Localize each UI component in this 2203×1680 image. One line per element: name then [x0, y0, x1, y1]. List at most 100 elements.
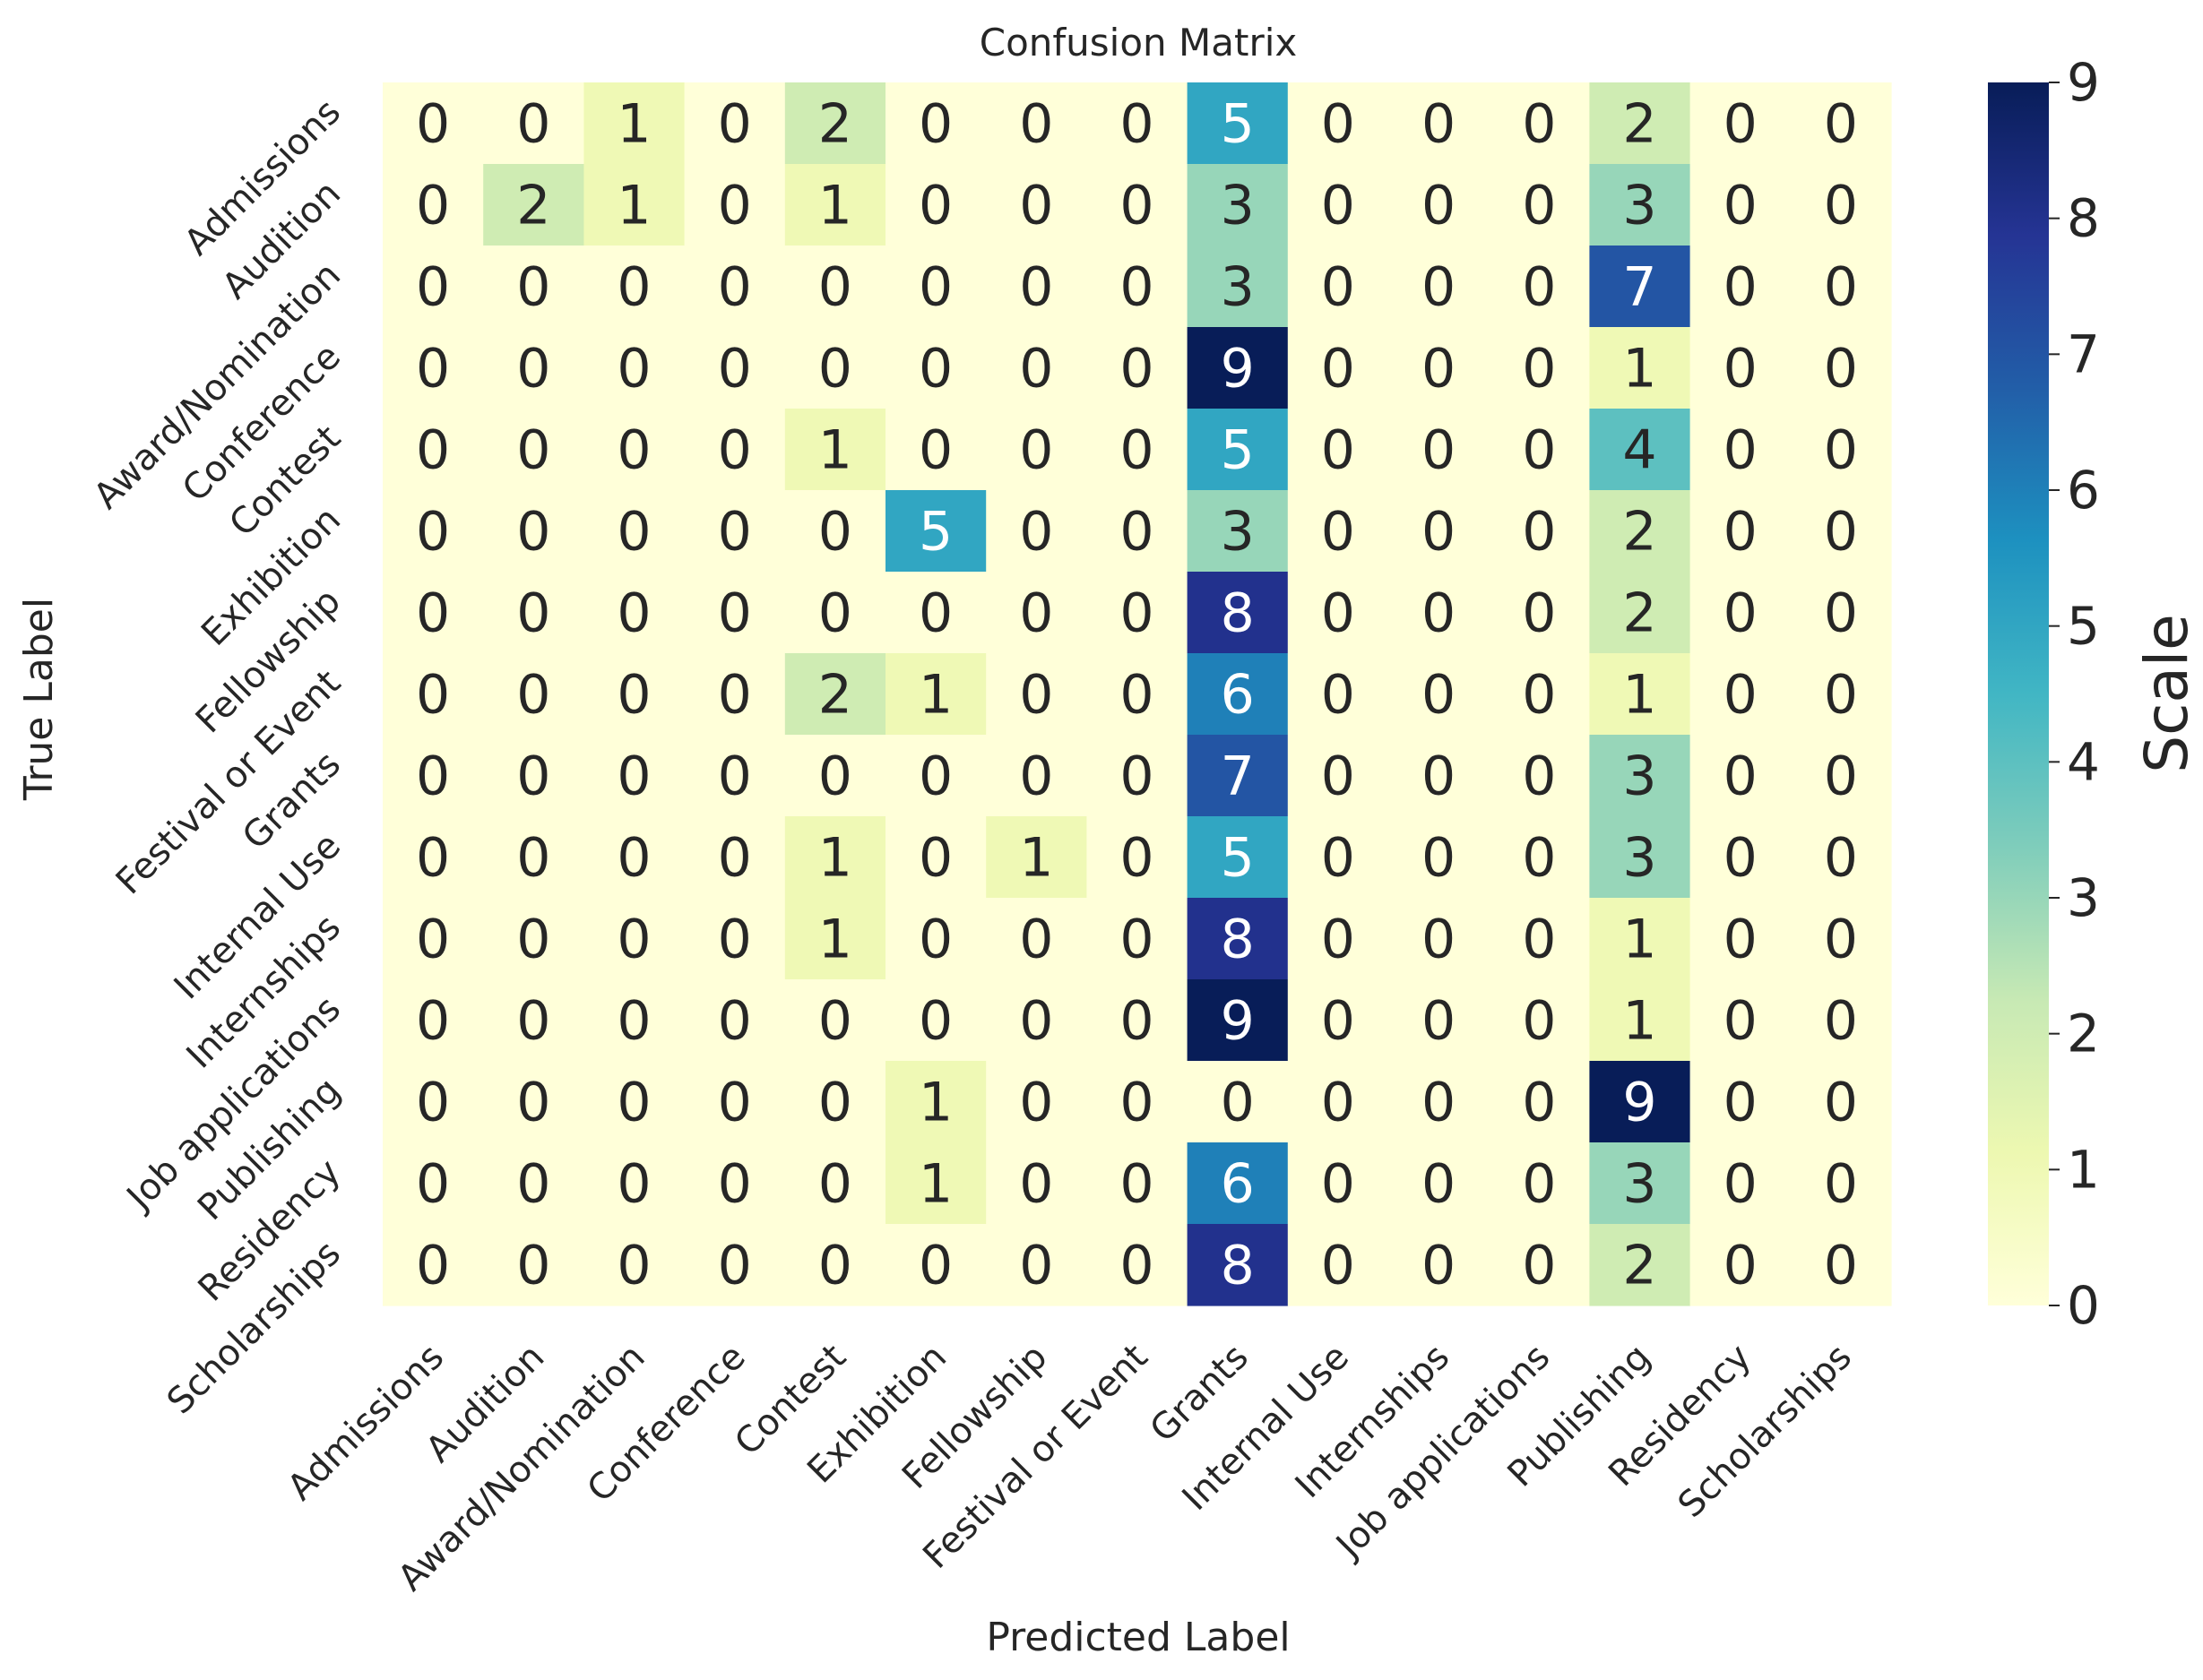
heatmap-cell [1187, 572, 1289, 654]
heatmap-cell [1790, 653, 1892, 736]
cell-value-label: 2 [818, 93, 852, 156]
heatmap-cell [1589, 898, 1691, 980]
cell-value-label: 0 [718, 1072, 752, 1134]
heatmap-cell [1790, 816, 1892, 899]
cell-value-label: 1 [617, 175, 651, 237]
cell-value-label: 3 [1622, 1153, 1656, 1216]
cell-value-label: 0 [1019, 175, 1053, 237]
cell-value-label: 0 [1824, 1235, 1858, 1297]
heatmap-cell [383, 82, 484, 165]
heatmap-cell [1086, 246, 1188, 328]
cell-value-label: 0 [617, 1235, 651, 1297]
cell-value-label: 0 [1119, 582, 1153, 645]
heatmap-cell [1388, 898, 1490, 980]
heatmap-cell [784, 327, 886, 409]
cell-value-label: 0 [416, 909, 450, 971]
cell-value-label: 0 [1321, 93, 1355, 156]
heatmap-cell [886, 1061, 987, 1143]
heatmap-cell [1589, 409, 1691, 491]
cell-value-label: 0 [1119, 338, 1153, 401]
cell-value-label: 0 [919, 93, 953, 156]
colorbar-tick-label: 9 [2067, 52, 2100, 113]
cell-value-label: 0 [1019, 256, 1053, 319]
heatmap-cell [784, 653, 886, 736]
cell-value-label: 0 [617, 338, 651, 401]
heatmap-cell [1287, 327, 1389, 409]
cell-value-label: 0 [919, 175, 953, 237]
cell-value-label: 0 [617, 745, 651, 808]
cell-value-label: 0 [1421, 990, 1456, 1053]
heatmap-cell [1589, 1061, 1691, 1143]
cell-value-label: 0 [718, 501, 752, 564]
heatmap-cell [1589, 816, 1691, 899]
heatmap-cell [483, 572, 584, 654]
heatmap-cell [583, 490, 686, 573]
cell-value-label: 0 [919, 909, 953, 971]
heatmap-cell [1287, 164, 1389, 246]
heatmap-cell [1589, 82, 1691, 165]
heatmap-cell [1187, 1142, 1289, 1225]
cell-value-label: 9 [1622, 1072, 1656, 1134]
cell-value-label: 0 [1421, 338, 1456, 401]
cell-value-label: 2 [1622, 582, 1656, 645]
cell-value-label: 0 [1321, 501, 1355, 564]
cell-value-label: 0 [818, 256, 852, 319]
cell-value-label: 0 [516, 909, 550, 971]
heatmap-cell [1086, 979, 1188, 1062]
cell-value-label: 1 [818, 827, 852, 890]
cell-value-label: 7 [1221, 745, 1255, 808]
heatmap-cell [1287, 735, 1389, 817]
cell-value-label: 0 [1119, 1235, 1153, 1297]
heatmap-cell [583, 653, 686, 736]
cell-value-label: 0 [1321, 582, 1355, 645]
cell-value-label: 0 [1119, 1072, 1153, 1134]
heatmap-cell [886, 653, 987, 736]
cell-value-label: 0 [919, 582, 953, 645]
heatmap-cell [886, 1142, 987, 1225]
cell-value-label: 0 [919, 256, 953, 319]
heatmap-cell [1689, 816, 1792, 899]
heatmap-cell [1689, 653, 1792, 736]
cell-value-label: 1 [818, 419, 852, 482]
heatmap-cell [1489, 164, 1590, 246]
cell-value-label: 0 [1522, 93, 1556, 156]
cell-value-label: 0 [516, 501, 550, 564]
y-tick-labels: AdmissionsAuditionAward/NominationConfer… [86, 91, 349, 1422]
heatmap-cell [986, 898, 1087, 980]
cell-value-label: 9 [1221, 338, 1255, 401]
heatmap-cell [886, 816, 987, 899]
cell-value-label: 5 [1221, 827, 1255, 890]
x-tick-label: Admissions [280, 1337, 452, 1509]
cell-value-label: 6 [1221, 1153, 1255, 1216]
cell-value-label: 0 [1824, 419, 1858, 482]
heatmap-cell [383, 1142, 484, 1225]
heatmap-cell [483, 246, 584, 328]
chart-title: Confusion Matrix [980, 21, 1298, 65]
cell-value-label: 7 [1622, 256, 1656, 319]
heatmap-cell [784, 82, 886, 165]
cell-value-label: 0 [516, 1235, 550, 1297]
cell-value-label: 0 [1522, 745, 1556, 808]
heatmap-cell [1187, 1061, 1289, 1143]
heatmap-cell [1287, 246, 1389, 328]
heatmap-cell [1790, 246, 1892, 328]
cell-value-label: 0 [1221, 1072, 1255, 1134]
heatmap-cell [1086, 572, 1188, 654]
heatmap-cell [986, 572, 1087, 654]
cell-value-label: 2 [1622, 1235, 1656, 1297]
heatmap-cell [784, 979, 886, 1062]
heatmap-cell [483, 327, 584, 409]
cell-value-label: 0 [718, 909, 752, 971]
heatmap-cell [383, 572, 484, 654]
cell-value-label: 0 [1321, 745, 1355, 808]
heatmap-cell [784, 490, 886, 573]
heatmap-cell [483, 653, 584, 736]
cell-value-label: 0 [1724, 664, 1758, 727]
heatmap-cell [1187, 409, 1289, 491]
cell-value-label: 1 [617, 93, 651, 156]
heatmap-cell [1086, 82, 1188, 165]
cell-value-label: 0 [718, 175, 752, 237]
cell-value-label: 0 [416, 1072, 450, 1134]
heatmap-cell [383, 898, 484, 980]
heatmap-cell [1187, 164, 1289, 246]
